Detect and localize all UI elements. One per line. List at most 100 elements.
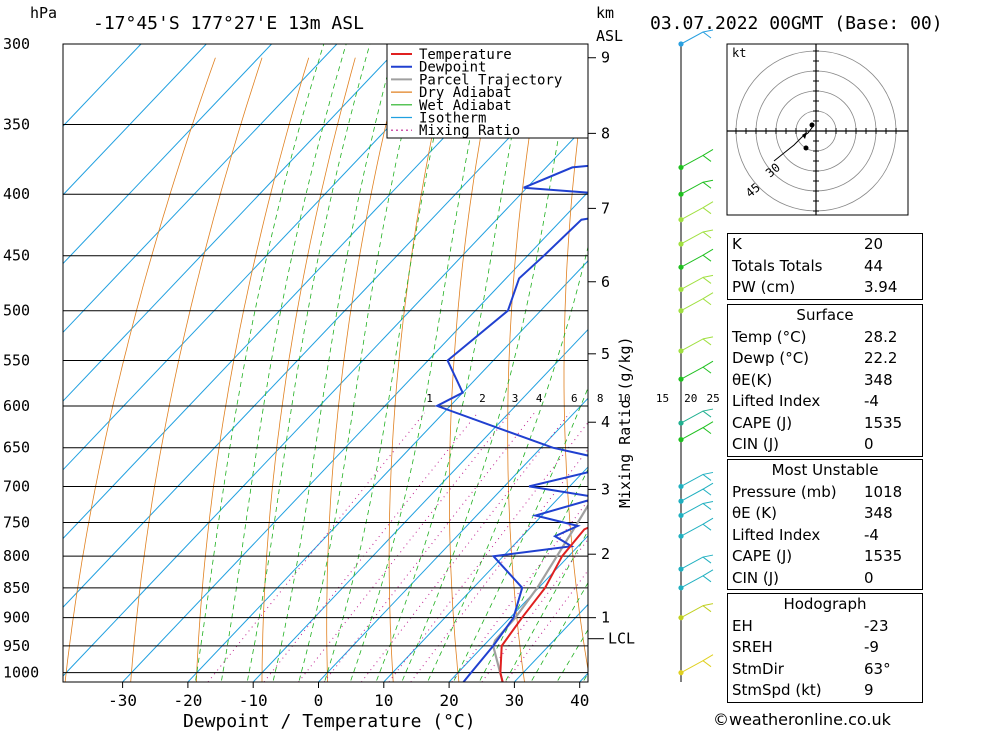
k-label: K (732, 235, 742, 253)
mixing-ratio-label: 4 (536, 392, 543, 405)
x-tick-label: 20 (439, 691, 458, 710)
isotherm-line (63, 44, 207, 196)
wind-barb-flag (702, 482, 714, 490)
x-tick-label: -30 (108, 691, 137, 710)
wind-barb (680, 556, 712, 570)
surface-label: Temp (°C) (732, 327, 807, 346)
wet-adiabat-line (272, 44, 396, 681)
table-row: StmDir 63° (728, 659, 922, 681)
most-unstable-table: Most Unstable Pressure (mb) 1018 θE (K) 348… (727, 459, 923, 590)
wind-barb (680, 181, 712, 195)
wet-adiabat-line (324, 44, 455, 681)
wet-adiabat-line (221, 44, 347, 681)
table-row: EH -23 (728, 616, 922, 638)
mixing-ratio-label: 6 (571, 392, 578, 405)
dry-adiabat-line (563, 58, 588, 672)
isotherm-line (63, 44, 403, 402)
table-row: StmSpd (kt) 9 (728, 680, 922, 702)
pressure-tick-label: 850 (3, 579, 30, 597)
table-row: CIN (J) 0 (728, 568, 922, 590)
most-unstable-value: -4 (864, 525, 879, 544)
wind-barb (680, 207, 712, 221)
isotherm-line (122, 191, 588, 682)
mixing-ratio-label: 15 (656, 392, 669, 405)
wind-barb-flag (702, 248, 714, 256)
pressure-tick-label: 550 (3, 352, 30, 370)
wind-barb-flag (702, 292, 714, 300)
wind-barb (680, 410, 712, 424)
dry-adiabat-line (962, 58, 1000, 682)
hodograph-storm-motion (803, 145, 809, 151)
wind-barb-flag (702, 201, 714, 209)
hodograph-arrow (802, 132, 807, 139)
mixing-ratio-label: 20 (684, 392, 697, 405)
x-tick-label: -20 (173, 691, 202, 710)
wind-barb (680, 660, 712, 674)
hodograph-table: Hodograph EH -23 SREH -9 StmDir 63° StmSpd (kt… (727, 593, 923, 703)
mixing-ratio-label: 1 (426, 392, 433, 405)
wet-adiabat-line (505, 530, 588, 681)
km-tick-label: 5 (601, 345, 610, 363)
most-unstable-label: Lifted Index (732, 525, 821, 544)
k-value: 20 (864, 235, 884, 253)
hodograph-value: 63° (864, 659, 891, 678)
legend-item: Dry Adiabat (419, 85, 512, 101)
wind-barb (680, 427, 712, 441)
pw-label: PW (cm) (732, 278, 796, 296)
pressure-tick-label: 450 (3, 247, 30, 265)
x-tick-label: -10 (239, 691, 268, 710)
x-tick-label: 10 (374, 691, 393, 710)
table-row: SREH -9 (728, 637, 922, 659)
hodograph-trace (773, 124, 815, 162)
mixing-ratio-line (361, 412, 570, 682)
wind-barb (680, 523, 712, 537)
dry-adiabat-line (130, 57, 263, 682)
isotherm-line (63, 44, 338, 334)
legend-item: Dewpoint (419, 60, 486, 76)
hodograph-label: StmDir (732, 659, 784, 678)
table-row: Temp (°C) 28.2 (728, 327, 922, 349)
most-unstable-title: Most Unstable (771, 461, 879, 479)
table-row: Dewp (°C) 22.2 (728, 348, 922, 370)
mixing-ratio-line (298, 412, 511, 682)
dry-adiabat-line (326, 57, 403, 682)
surface-label: Lifted Index (732, 392, 821, 410)
wet-adiabat-line (453, 386, 588, 681)
surface-table: Surface Temp (°C) 28.2 Dewp (°C) 22.2 θE(K) 3… (727, 304, 923, 457)
wind-barb-flag (702, 360, 714, 368)
most-unstable-value: 1535 (864, 547, 903, 565)
wind-barb (680, 605, 712, 619)
wind-barb-flag (702, 500, 714, 504)
wet-adiabat-line (531, 582, 588, 681)
wind-barb-flag (702, 408, 714, 412)
pressure-tick-label: 1000 (3, 664, 39, 682)
table-row: Lifted Index -4 (728, 391, 922, 413)
isotherm-line (318, 397, 588, 682)
surface-value: -4 (864, 392, 879, 410)
hodograph-value: 9 (864, 681, 874, 699)
wet-adiabat-line (402, 44, 576, 681)
legend-item: Mixing Ratio (419, 123, 520, 139)
table-row: Lifted Index -4 (728, 525, 922, 547)
asl-unit-label: ASL (596, 27, 623, 45)
wind-barb-flag (702, 554, 714, 558)
wind-barb (680, 298, 712, 312)
most-unstable-label: θE (K) (732, 504, 777, 522)
dewpoint-line (434, 123, 588, 682)
hpa-unit-label: hPa (30, 4, 57, 22)
x-axis-label: Dewpoint / Temperature (°C) (183, 711, 476, 732)
wind-barb-flag (702, 336, 714, 340)
hodograph-title: Hodograph (783, 595, 867, 613)
dry-adiabat-line (195, 57, 310, 682)
location-title: -17°45'S 177°27'E 13m ASL (93, 13, 364, 34)
hodograph-label: SREH (732, 638, 773, 656)
axes: -30 -20 -10 0 10 20 30 40 1 2 3 4 5 6 7 8 9 LCL (108, 49, 635, 710)
hodograph-value: -23 (864, 616, 889, 635)
mixing-ratio-label: 25 (707, 392, 720, 405)
isotherm-line (63, 44, 534, 540)
surface-value: 28.2 (864, 327, 898, 346)
km-tick-label: 9 (601, 49, 610, 67)
wind-barb (680, 473, 712, 487)
mixing-ratio-label: 8 (597, 392, 604, 405)
